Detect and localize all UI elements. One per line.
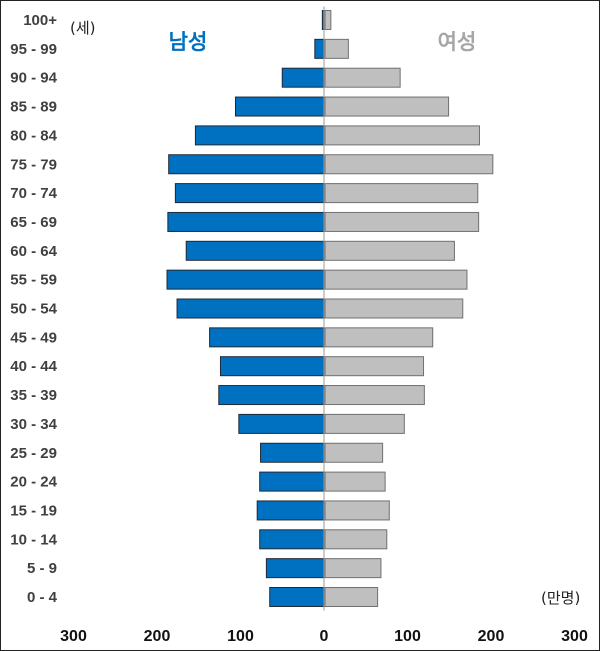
female-bar-75-79 <box>324 154 494 175</box>
female-bar-65-69 <box>324 211 480 232</box>
female-bar-100+ <box>324 10 332 30</box>
age-label: 15 - 19 <box>10 502 57 519</box>
female-bar-60-64 <box>324 240 455 261</box>
age-label: 65 - 69 <box>10 214 57 231</box>
age-label: 5 - 9 <box>27 560 57 577</box>
age-label: 100+ <box>23 12 57 29</box>
age-label: 90 - 94 <box>10 70 57 87</box>
x-unit-label: (만명) <box>541 589 580 607</box>
x-tick-label: 300 <box>60 628 87 645</box>
age-labels: 0 - 4 5 - 9 10 - 14 15 - 19 20 - 24 25 - 29 30… <box>10 12 57 606</box>
x-tick-label: 100 <box>227 628 254 645</box>
female-bar-55-59 <box>324 269 468 290</box>
male-bar-5-9 <box>265 558 325 579</box>
female-bar-20-24 <box>324 471 386 492</box>
age-label: 70 - 74 <box>10 185 57 202</box>
male-bar-70-74 <box>174 183 325 204</box>
age-label: 35 - 39 <box>10 387 57 404</box>
female-bar-85-89 <box>324 96 450 117</box>
x-tick-label: 200 <box>144 628 171 645</box>
male-bar-10-14 <box>259 529 325 550</box>
male-bar-60-64 <box>185 240 325 261</box>
male-bar-25-29 <box>260 442 325 463</box>
male-bar-90-94 <box>281 67 325 88</box>
female-bar-70-74 <box>324 183 479 204</box>
female-bar-30-34 <box>324 413 405 434</box>
female-bar-25-29 <box>324 442 384 463</box>
x-tick-label: 0 <box>320 628 329 645</box>
male-bar-55-59 <box>166 269 325 290</box>
age-label: 25 - 29 <box>10 445 57 462</box>
age-label: 60 - 64 <box>10 243 57 260</box>
female-bar-10-14 <box>324 529 388 550</box>
male-bar-45-49 <box>209 327 325 348</box>
male-bar-95-99 <box>314 38 325 59</box>
age-label: 10 - 14 <box>10 531 57 548</box>
age-label: 55 - 59 <box>10 272 57 289</box>
male-bar-0-4 <box>269 587 325 607</box>
male-bar-15-19 <box>256 500 325 521</box>
male-bar-75-79 <box>168 154 325 175</box>
female-bar-40-44 <box>324 356 425 377</box>
female-bar-15-19 <box>324 500 390 521</box>
age-label: 30 - 34 <box>10 416 57 433</box>
age-label: 80 - 84 <box>10 127 57 144</box>
male-bar-65-69 <box>167 211 325 232</box>
male-bar-20-24 <box>259 471 325 492</box>
female-bar-5-9 <box>324 558 382 579</box>
female-bar-95-99 <box>324 38 349 59</box>
female-bar-90-94 <box>324 67 401 88</box>
bars-layer <box>166 10 494 607</box>
age-label: 85 - 89 <box>10 99 57 116</box>
x-tick-label: 200 <box>478 628 505 645</box>
age-label: 45 - 49 <box>10 329 57 346</box>
y-unit-label: (세) <box>70 19 96 37</box>
age-label: 50 - 54 <box>10 301 57 318</box>
female-bar-35-39 <box>324 385 425 406</box>
female-legend-title: 여성 <box>438 30 477 54</box>
male-bar-85-89 <box>234 96 325 117</box>
age-label: 95 - 99 <box>10 41 57 58</box>
age-label: 20 - 24 <box>10 474 57 491</box>
male-bar-35-39 <box>218 385 325 406</box>
age-label: 40 - 44 <box>10 358 57 375</box>
age-label: 75 - 79 <box>10 156 57 173</box>
male-bar-40-44 <box>219 356 325 377</box>
male-legend-title: 남성 <box>169 30 208 54</box>
male-bar-50-54 <box>176 298 325 319</box>
female-bar-0-4 <box>324 587 379 607</box>
x-tick-label: 100 <box>394 628 421 645</box>
female-bar-80-84 <box>324 125 480 146</box>
female-bar-45-49 <box>324 327 434 348</box>
male-bar-80-84 <box>194 125 325 146</box>
age-label: 0 - 4 <box>27 589 58 606</box>
x-tick-label: 300 <box>561 628 588 645</box>
male-bar-30-34 <box>238 413 325 434</box>
x-tick-labels: 300 200 100 0 100 200 300 <box>60 628 588 645</box>
female-bar-50-54 <box>324 298 464 319</box>
